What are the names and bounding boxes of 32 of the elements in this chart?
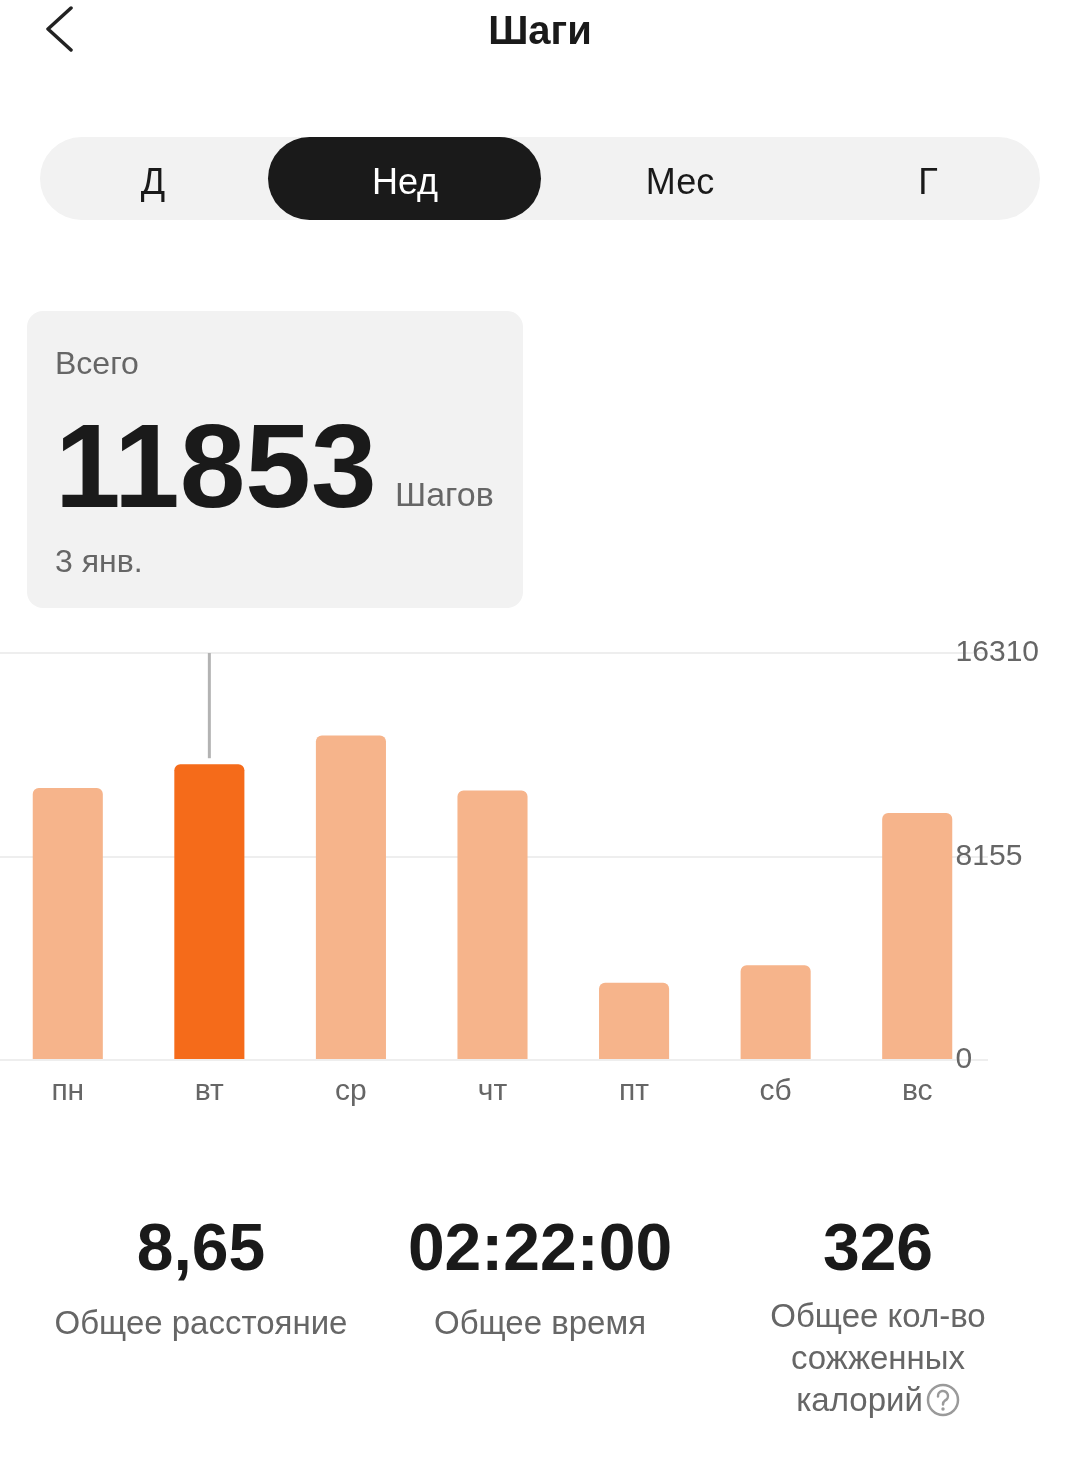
x-tick-label: вс <box>901 1073 933 1107</box>
y-tick-label: 0 <box>955 1041 973 1075</box>
text: 11853 <box>55 400 377 532</box>
text: 02:22:00 <box>407 1210 673 1284</box>
text: 326 <box>822 1210 934 1284</box>
bar <box>457 790 528 1059</box>
text: 3 янв. <box>55 543 143 579</box>
text: Мес <box>645 161 715 202</box>
text: Всего <box>55 345 139 381</box>
bar <box>32 788 103 1059</box>
bar <box>315 735 386 1059</box>
x-tick-label: сб <box>759 1073 792 1107</box>
x-tick-label: вт <box>194 1073 225 1107</box>
chart-title: Шаги <box>488 8 592 52</box>
bar <box>740 965 811 1059</box>
text: Шагов <box>395 475 494 513</box>
text: Общее расстояние <box>54 1304 348 1341</box>
text: Общее время <box>433 1304 647 1341</box>
text: Нед <box>371 161 439 202</box>
bar <box>882 812 953 1059</box>
x-tick-label: ср <box>335 1073 367 1107</box>
bar <box>599 982 670 1059</box>
y-tick-label: 8155 <box>955 837 1023 871</box>
y-tick-label: 16310 <box>955 634 1040 668</box>
x-tick-label: чт <box>477 1073 508 1107</box>
text: Общее кол-во сожженных калорий <box>770 1297 986 1418</box>
x-tick-label: пн <box>51 1073 85 1107</box>
text: Г <box>918 161 938 202</box>
x-tick-label: пт <box>619 1073 650 1107</box>
bar <box>174 764 245 1059</box>
text: 8,65 <box>136 1210 266 1284</box>
text: Д <box>140 161 166 202</box>
